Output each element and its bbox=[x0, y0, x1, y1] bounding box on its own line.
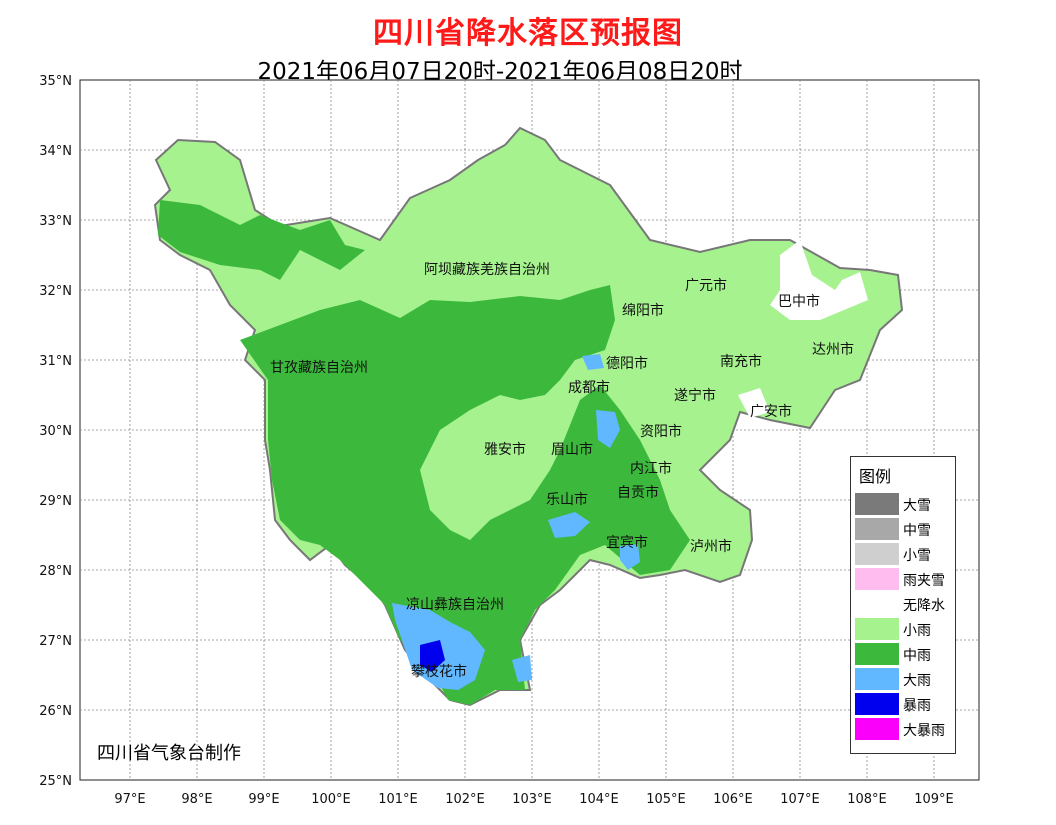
latitude-tick-label: 26°N bbox=[39, 704, 72, 719]
place-label: 南充市 bbox=[720, 353, 762, 370]
legend-label: 暴雨 bbox=[903, 698, 931, 714]
legend-label: 中雨 bbox=[903, 648, 931, 664]
legend-label: 雨夹雪 bbox=[903, 573, 945, 589]
longitude-tick-label: 101°E bbox=[378, 792, 418, 807]
credit-text: 四川省气象台制作 bbox=[97, 743, 241, 764]
legend-swatch bbox=[855, 668, 899, 690]
legend-label: 大雨 bbox=[903, 673, 931, 689]
place-labels: 阿坝藏族羌族自治州 甘孜藏族自治州 绵阳市 广元市 巴中市 达州市 德阳市 南充… bbox=[270, 262, 854, 680]
heavy-rain-area-yibin bbox=[620, 544, 640, 570]
place-label: 内江市 bbox=[630, 460, 672, 477]
legend-label: 小雪 bbox=[903, 548, 931, 564]
place-label: 德阳市 bbox=[606, 355, 648, 372]
place-label: 甘孜藏族自治州 bbox=[270, 360, 368, 376]
torrential-rain-area bbox=[420, 640, 445, 672]
place-label: 广元市 bbox=[685, 277, 727, 294]
latitude-tick-label: 25°N bbox=[39, 774, 72, 789]
heavy-rain-area-chengdu bbox=[596, 410, 620, 448]
legend-title: 图例 bbox=[859, 467, 892, 486]
place-label: 巴中市 bbox=[778, 293, 820, 310]
legend-item: 暴雨 bbox=[855, 693, 955, 715]
place-label: 眉山市 bbox=[551, 441, 593, 458]
rain-areas bbox=[153, 126, 904, 707]
legend: 图例 大雪中雪小雪雨夹雪无降水小雨中雨大雨暴雨大暴雨 bbox=[850, 456, 956, 754]
place-label: 凉山彝族自治州 bbox=[406, 597, 504, 613]
legend-swatch bbox=[855, 568, 899, 590]
legend-swatch bbox=[855, 593, 899, 615]
legend-item: 雨夹雪 bbox=[855, 568, 955, 590]
heavy-rain-area-leshan bbox=[548, 512, 590, 538]
place-label: 达州市 bbox=[812, 341, 854, 358]
longitude-tick-label: 97°E bbox=[114, 792, 145, 807]
legend-label: 小雨 bbox=[903, 623, 931, 639]
legend-label: 中雪 bbox=[903, 523, 931, 539]
place-label: 雅安市 bbox=[484, 441, 526, 458]
legend-item: 中雪 bbox=[855, 518, 955, 540]
place-label: 攀枝花市 bbox=[411, 663, 467, 680]
legend-swatch bbox=[855, 543, 899, 565]
latitude-tick-label: 31°N bbox=[39, 354, 72, 369]
place-label: 成都市 bbox=[568, 379, 610, 396]
no-rain-area-guangan bbox=[738, 388, 770, 418]
place-label: 绵阳市 bbox=[622, 302, 664, 319]
heavy-rain-area-east bbox=[512, 655, 532, 682]
legend-item: 大雪 bbox=[855, 493, 955, 515]
longitude-tick-label: 102°E bbox=[445, 792, 485, 807]
legend-swatch bbox=[855, 693, 899, 715]
legend-item: 无降水 bbox=[855, 593, 955, 615]
place-label: 资阳市 bbox=[640, 423, 682, 440]
legend-swatch bbox=[855, 643, 899, 665]
place-label: 泸州市 bbox=[690, 538, 732, 555]
place-label: 阿坝藏族羌族自治州 bbox=[424, 262, 550, 278]
no-rain-area-northeast bbox=[770, 240, 868, 320]
legend-swatch bbox=[855, 518, 899, 540]
longitude-tick-label: 103°E bbox=[512, 792, 552, 807]
latitude-tick-label: 32°N bbox=[39, 284, 72, 299]
latitude-tick-label: 29°N bbox=[39, 494, 72, 509]
place-label: 遂宁市 bbox=[674, 387, 716, 404]
longitude-tick-label: 106°E bbox=[713, 792, 753, 807]
legend-item: 大暴雨 bbox=[855, 718, 955, 740]
legend-label: 无降水 bbox=[903, 598, 945, 614]
longitude-tick-label: 98°E bbox=[181, 792, 212, 807]
axis-ticks: 97°E 98°E 99°E 100°E 101°E 102°E 103°E 104°E 105… bbox=[39, 74, 954, 807]
map-title: 四川省降水落区预报图 bbox=[373, 16, 683, 51]
legend-label: 大雪 bbox=[903, 498, 931, 514]
longitude-tick-label: 108°E bbox=[847, 792, 887, 807]
moderate-rain-area-main bbox=[240, 285, 690, 705]
moderate-rain-area-west bbox=[158, 200, 365, 280]
legend-item: 中雨 bbox=[855, 643, 955, 665]
legend-item: 小雨 bbox=[855, 618, 955, 640]
latitude-tick-label: 30°N bbox=[39, 424, 72, 439]
legend-swatch bbox=[855, 718, 899, 740]
place-label: 宜宾市 bbox=[606, 534, 648, 551]
longitude-tick-label: 105°E bbox=[646, 792, 686, 807]
latitude-tick-label: 27°N bbox=[39, 634, 72, 649]
latitude-tick-label: 35°N bbox=[39, 74, 72, 89]
latitude-tick-label: 33°N bbox=[39, 214, 72, 229]
legend-swatch bbox=[855, 493, 899, 515]
place-label: 乐山市 bbox=[546, 491, 588, 508]
longitude-tick-label: 109°E bbox=[914, 792, 954, 807]
legend-item: 小雪 bbox=[855, 543, 955, 565]
light-rain-area bbox=[153, 126, 904, 707]
heavy-rain-area-deyang bbox=[582, 354, 604, 370]
legend-swatch bbox=[855, 618, 899, 640]
legend-label: 大暴雨 bbox=[903, 723, 945, 739]
latitude-tick-label: 28°N bbox=[39, 564, 72, 579]
longitude-tick-label: 107°E bbox=[780, 792, 820, 807]
place-label: 广安市 bbox=[750, 403, 792, 420]
longitude-tick-label: 99°E bbox=[248, 792, 279, 807]
place-label: 自贡市 bbox=[617, 484, 659, 501]
longitude-tick-label: 100°E bbox=[311, 792, 351, 807]
latitude-tick-label: 34°N bbox=[39, 144, 72, 159]
longitude-tick-label: 104°E bbox=[579, 792, 619, 807]
legend-item: 大雨 bbox=[855, 668, 955, 690]
